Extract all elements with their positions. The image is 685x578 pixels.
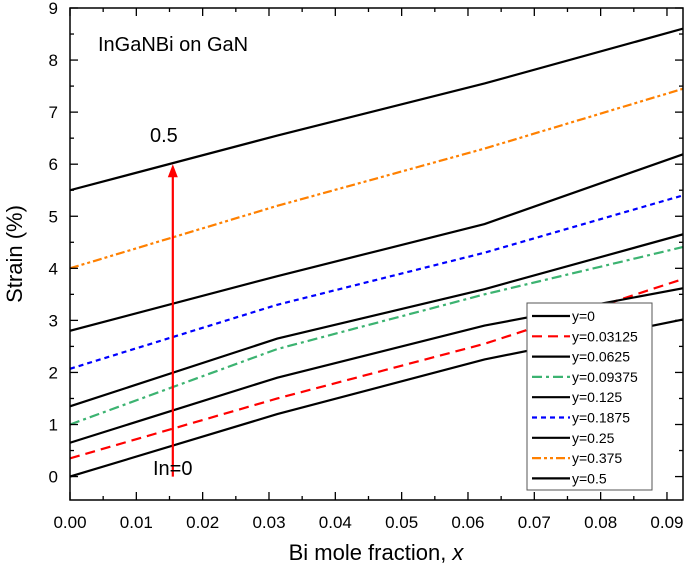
legend-label-8: y=0.5 <box>572 470 607 486</box>
y-tick-label: 3 <box>49 311 58 330</box>
annotation-top-label: 0.5 <box>150 125 178 147</box>
x-tick-label: 0.08 <box>584 513 617 532</box>
x-tick-label: 0.01 <box>120 513 153 532</box>
legend-label-2: y=0.0625 <box>572 349 630 365</box>
inset-title: InGaNBi on GaN <box>98 34 248 56</box>
legend: y=0 y=0.03125 y=0.0625 y=0.09375 y=0.125 y=0.… <box>526 302 653 491</box>
y-tick-label: 8 <box>49 51 58 70</box>
y-tick-label: 0 <box>49 468 58 487</box>
x-tick-label: 0.00 <box>53 513 86 532</box>
legend-label-5: y=0.1875 <box>572 410 630 426</box>
legend-label-6: y=0.25 <box>572 430 615 446</box>
y-tick-label: 5 <box>49 207 58 226</box>
series-line-1 <box>70 277 683 460</box>
annotation-bottom-label: In=0 <box>153 458 192 480</box>
legend-label-4: y=0.125 <box>572 389 622 405</box>
legend-label-0: y=0 <box>572 308 595 324</box>
x-tick-label: 0.05 <box>385 513 418 532</box>
series-line-8 <box>70 27 683 192</box>
x-tick-label: 0.09 <box>650 513 683 532</box>
plot-frame <box>69 7 684 501</box>
y-axis-label: Strain (%) <box>2 205 27 303</box>
y-tick-label: 2 <box>49 363 58 382</box>
legend-label-3: y=0.09375 <box>572 369 638 385</box>
y-tick-label: 7 <box>49 103 58 122</box>
y-tick-label: 4 <box>49 259 58 278</box>
y-tick-label: 6 <box>49 155 58 174</box>
x-tick-label: 0.07 <box>518 513 551 532</box>
x-tick-label: 0.04 <box>319 513 352 532</box>
arrow-head <box>167 164 178 178</box>
legend-label-7: y=0.375 <box>572 450 622 466</box>
x-tick-label: 0.02 <box>186 513 219 532</box>
x-axis-label: Bi mole fraction, x <box>289 540 465 565</box>
x-tick-label: 0.03 <box>252 513 285 532</box>
x-tick-label: 0.06 <box>451 513 484 532</box>
series-line-7 <box>70 87 683 270</box>
y-tick-label: 1 <box>49 416 58 435</box>
legend-label-1: y=0.03125 <box>572 328 638 344</box>
y-tick-label: 9 <box>49 0 58 18</box>
